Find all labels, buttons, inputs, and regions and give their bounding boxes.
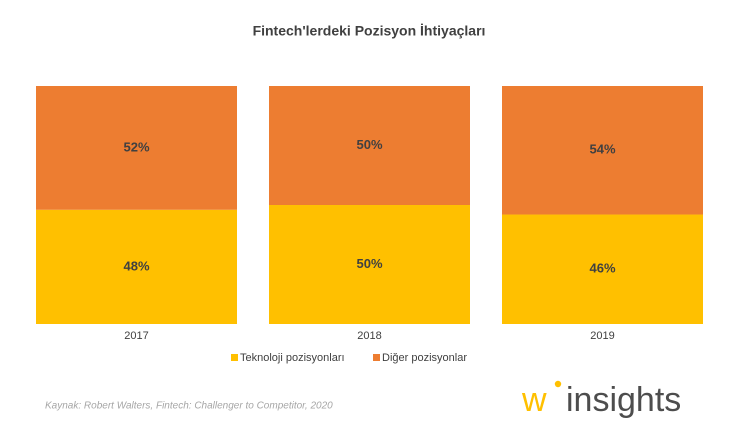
data-label: 46%	[589, 261, 615, 276]
chart-title: Fintech'lerdeki Pozisyon İhtiyaçları	[253, 23, 486, 39]
bar-segment	[502, 86, 703, 215]
logo-mark: w	[521, 381, 547, 419]
bar-segment	[36, 209, 237, 324]
legend-swatch	[231, 354, 238, 361]
logo-dot	[554, 380, 562, 388]
logo-name: insights	[566, 381, 681, 419]
data-label: 54%	[589, 142, 615, 157]
x-tick-label: 2019	[590, 330, 614, 342]
legend-swatch	[373, 354, 380, 361]
source: Kaynak: Robert Walters, Fintech: Challen…	[45, 401, 333, 412]
legend-label: Diğer pozisyonlar	[382, 352, 467, 364]
data-label: 48%	[123, 258, 149, 273]
bar-segment	[269, 86, 470, 205]
bar-segment	[502, 214, 703, 324]
x-tick-label: 2018	[357, 330, 381, 342]
legend-label: Teknoloji pozisyonları	[240, 352, 345, 364]
x-tick-label: 2017	[124, 330, 148, 342]
data-label: 50%	[356, 256, 382, 271]
data-label: 52%	[123, 139, 149, 154]
bar-segment	[269, 205, 470, 324]
data-label: 50%	[356, 137, 382, 152]
bar-segment	[36, 86, 237, 210]
